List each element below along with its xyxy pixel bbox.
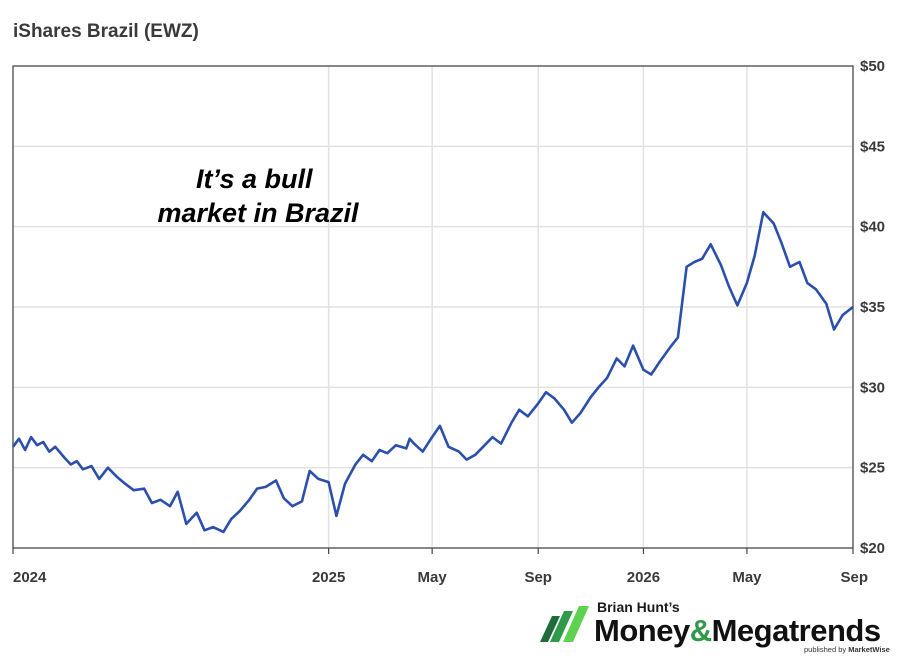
- grid: [12, 65, 854, 549]
- x-tick-label-1: 2025: [312, 569, 345, 586]
- y-axis: $20 $25 $30 $35 $40 $45 $50: [860, 58, 885, 557]
- logo-mark-icon: [540, 606, 589, 642]
- logo-megatrends: Megatrends: [712, 613, 881, 648]
- logo-money: Money: [594, 613, 691, 648]
- y-tick-label-3: $35: [860, 299, 885, 316]
- x-tick-label-6: Sep: [840, 569, 868, 586]
- annotation: It’s a bull market in Brazil: [157, 164, 359, 228]
- x-tick-label-2: May: [418, 569, 448, 586]
- x-axis: 2024 2025 May Sep 2026 May Sep: [12, 548, 868, 586]
- x-tick-label-5: May: [732, 569, 762, 586]
- series-line-ewz: [11, 210, 854, 534]
- annotation-line-2: market in Brazil: [157, 198, 359, 228]
- logo-ampersand: &: [690, 613, 712, 648]
- logo-published-by: published by MarketWise: [804, 645, 890, 654]
- x-tick-label-4: 2026: [627, 569, 660, 586]
- y-tick-label-1: $25: [860, 460, 885, 477]
- publisher-name: MarketWise: [848, 645, 890, 654]
- x-tick-label-3: Sep: [524, 569, 552, 586]
- y-tick-label-0: $20: [860, 540, 885, 557]
- chart-title: iShares Brazil (EWZ): [13, 21, 199, 42]
- logo-brand: Money&Megatrends: [594, 613, 881, 648]
- published-by-text: published by: [804, 645, 846, 654]
- y-tick-label-4: $40: [860, 219, 885, 236]
- annotation-line-1: It’s a bull: [196, 164, 313, 194]
- logo-author: Brian Hunt’s: [597, 599, 680, 615]
- y-tick-label-2: $30: [860, 379, 885, 396]
- y-tick-label-6: $50: [860, 58, 885, 75]
- y-tick-label-5: $45: [860, 138, 885, 155]
- x-tick-label-0: 2024: [13, 569, 47, 586]
- money-megatrends-logo: Brian Hunt’s Money&Megatrends published …: [540, 599, 890, 654]
